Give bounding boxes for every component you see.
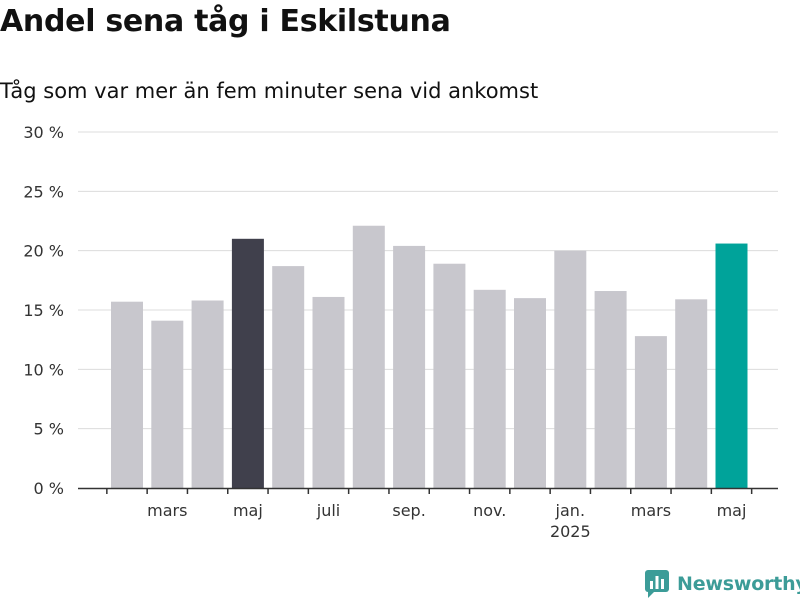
- bar: [675, 299, 708, 488]
- newsworthy-logo-text: Newsworthy: [677, 573, 800, 595]
- chart-subtitle: Tåg som var mer än fem minuter sena vid …: [0, 79, 539, 103]
- bar: [272, 266, 305, 488]
- bar: [111, 301, 143, 488]
- chart-title: Andel sena tåg i Eskilstuna: [0, 4, 451, 39]
- newsworthy-logo: Newsworthy: [645, 570, 800, 598]
- x-tick-label: maj: [717, 501, 747, 520]
- x-tick-label: mars: [147, 501, 187, 520]
- bar: [393, 245, 426, 488]
- bar: [191, 300, 224, 488]
- y-tick-label: 25 %: [23, 182, 64, 201]
- x-tick-label: jan.: [555, 501, 585, 520]
- bar: [151, 320, 184, 488]
- y-tick-label: 20 %: [23, 242, 64, 261]
- bar: [554, 250, 587, 488]
- x-tick-year-label: 2025: [550, 522, 591, 541]
- bar: [352, 225, 385, 488]
- bar: [715, 243, 748, 488]
- y-tick-label: 10 %: [23, 360, 64, 379]
- y-tick-label: 5 %: [34, 420, 64, 439]
- bar: [473, 289, 506, 488]
- x-tick-label: mars: [631, 501, 671, 520]
- bar: [231, 238, 264, 488]
- y-tick-label: 30 %: [23, 123, 64, 142]
- y-tick-label: 0 %: [34, 479, 64, 498]
- x-tick-label: sep.: [392, 501, 425, 520]
- x-tick-label: maj: [233, 501, 263, 520]
- bar: [634, 336, 667, 488]
- newsworthy-chart-icon: [645, 570, 669, 598]
- bar: [312, 296, 345, 488]
- y-tick-label: 15 %: [23, 301, 64, 320]
- bar-chart: 0 % 5 % 10 % 15 % 20 % 25 % 30 % mars maj juli sep…: [23, 123, 778, 541]
- bar: [433, 263, 466, 488]
- x-tick-label: juli: [316, 501, 340, 520]
- bar: [514, 298, 546, 488]
- bar: [594, 291, 627, 488]
- x-tick-label: nov.: [473, 501, 506, 520]
